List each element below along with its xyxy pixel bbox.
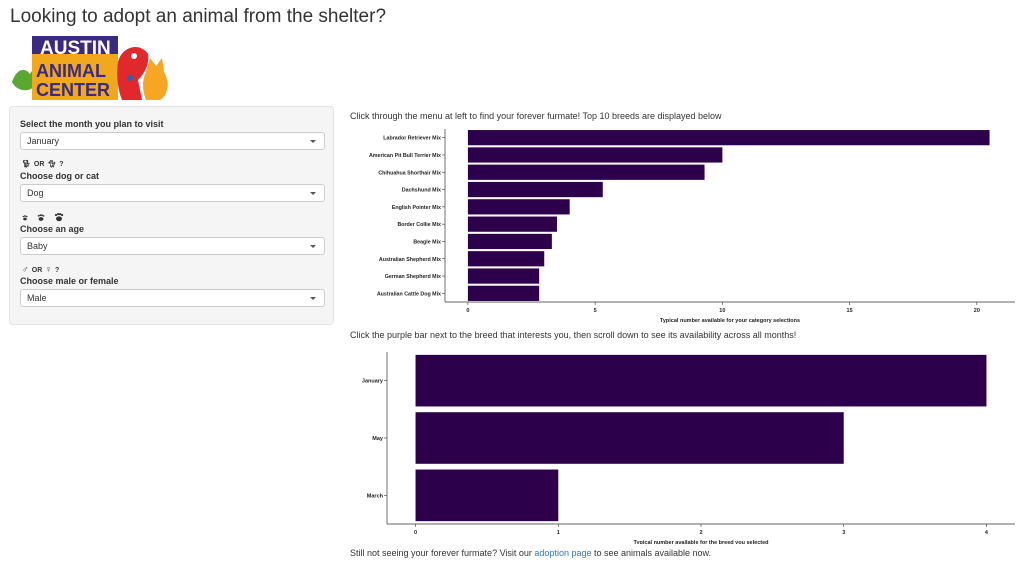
month-select[interactable]: January	[20, 132, 325, 150]
footer-text: Still not seeing your forever furmate? V…	[350, 548, 711, 558]
sex-question-mark: ?	[55, 267, 60, 274]
page-title: Looking to adopt an animal from the shel…	[10, 6, 387, 27]
x-tick-label: 15	[847, 308, 853, 314]
sex-label: Choose male or female	[20, 276, 119, 286]
paw-medium-icon	[37, 214, 45, 221]
chart-bar[interactable]	[415, 412, 844, 464]
y-tick-label: Border Collie Mix	[397, 222, 441, 228]
x-tick-label: 0	[466, 308, 469, 314]
age-select-value: Baby	[27, 241, 48, 251]
dog-icon: 🐕︎	[22, 161, 31, 168]
species-select-value: Dog	[27, 188, 44, 198]
x-tick-label: 5	[594, 308, 597, 314]
chart-bar[interactable]	[467, 147, 723, 163]
footer-text-after: to see animals available now.	[591, 548, 712, 558]
chevron-down-icon	[310, 140, 316, 143]
chart-bar[interactable]	[415, 354, 987, 407]
x-tick-label: 10	[719, 308, 725, 314]
x-axis-title: Typical number available for the breed y…	[634, 540, 769, 544]
chart-bar[interactable]	[415, 469, 559, 522]
chart-bar[interactable]	[467, 216, 557, 232]
age-paw-icons	[22, 213, 64, 222]
chevron-down-icon	[310, 297, 316, 300]
chart-bar[interactable]	[467, 285, 540, 301]
species-label: Choose dog or cat	[20, 171, 100, 181]
paw-large-icon	[54, 213, 64, 222]
species-question-mark: ?	[59, 161, 64, 168]
chart-bar[interactable]	[467, 181, 603, 198]
y-tick-label: Labrador Retriever Mix	[383, 136, 441, 142]
sex-icons: ♂ OR ♀?	[22, 264, 62, 274]
paw-small-icon	[22, 215, 28, 221]
x-tick-label: 2	[699, 530, 702, 536]
x-axis-title: Typical number available for your catego…	[660, 318, 800, 324]
sex-select-value: Male	[27, 293, 47, 303]
species-or-text: OR	[33, 161, 45, 168]
x-tick-label: 3	[842, 530, 845, 536]
y-tick-label: Dachshund Mix	[402, 188, 441, 194]
species-icons: 🐕︎ OR 🐈︎?	[22, 160, 67, 168]
y-tick-label: Chihuahua Shorthair Mix	[378, 170, 441, 176]
y-tick-label: German Shepherd Mix	[385, 274, 441, 280]
y-tick-label: American Pit Bull Terrier Mix	[369, 153, 441, 159]
y-tick-label: Beagle Mix	[413, 239, 441, 245]
sex-or-text: OR	[31, 267, 43, 274]
chart-bar[interactable]	[467, 164, 705, 180]
y-tick-label: English Pointer Mix	[392, 205, 441, 211]
logo-word-animal: ANIMAL	[36, 61, 106, 81]
sex-select[interactable]: Male	[20, 289, 325, 307]
male-symbol-icon: ♂	[22, 264, 29, 274]
breed-availability-instruction: Click the purple bar next to the breed t…	[350, 330, 797, 340]
y-tick-label: March	[367, 493, 384, 499]
x-tick-label: 4	[985, 530, 989, 536]
austin-animal-center-logo: AUSTIN ANIMAL CENTER	[12, 36, 168, 100]
y-tick-label: Australian Shepherd Mix	[379, 257, 441, 263]
chart-bar[interactable]	[467, 199, 570, 215]
cat-icon: 🐈︎	[47, 161, 57, 168]
species-select[interactable]: Dog	[20, 184, 325, 202]
x-tick-label: 20	[974, 308, 980, 314]
y-tick-label: January	[362, 379, 384, 385]
x-tick-label: 1	[557, 530, 560, 536]
y-tick-label: Australian Cattle Dog Mix	[377, 291, 441, 297]
chart-bar[interactable]	[467, 233, 552, 250]
y-tick-label: May	[372, 436, 384, 442]
logo-word-austin: AUSTIN	[40, 38, 111, 59]
chart-bar[interactable]	[467, 268, 540, 284]
logo-word-center: CENTER	[36, 80, 110, 100]
x-tick-label: 0	[414, 530, 417, 536]
footer-text-before: Still not seeing your forever furmate? V…	[350, 548, 535, 558]
chart-bar[interactable]	[467, 130, 990, 146]
top-breeds-chart: Labrador Retriever Mix American Pit Bull …	[369, 129, 1015, 324]
top-breeds-instruction: Click through the menu at left to find y…	[350, 111, 722, 121]
month-select-value: January	[27, 136, 60, 146]
chevron-down-icon	[310, 192, 316, 195]
filter-panel: Select the month you plan to visit Janua…	[9, 106, 334, 325]
age-label: Choose an age	[20, 224, 85, 234]
chevron-down-icon	[310, 245, 316, 248]
adoption-page-link[interactable]: adoption page	[534, 548, 592, 558]
chart-bar[interactable]	[467, 251, 545, 267]
female-symbol-icon: ♀	[45, 264, 52, 274]
month-label: Select the month you plan to visit	[20, 119, 164, 129]
age-select[interactable]: Baby	[20, 237, 325, 255]
breed-availability-chart: January May March 0 1 2 3 4 Typical number avail…	[362, 352, 1015, 544]
